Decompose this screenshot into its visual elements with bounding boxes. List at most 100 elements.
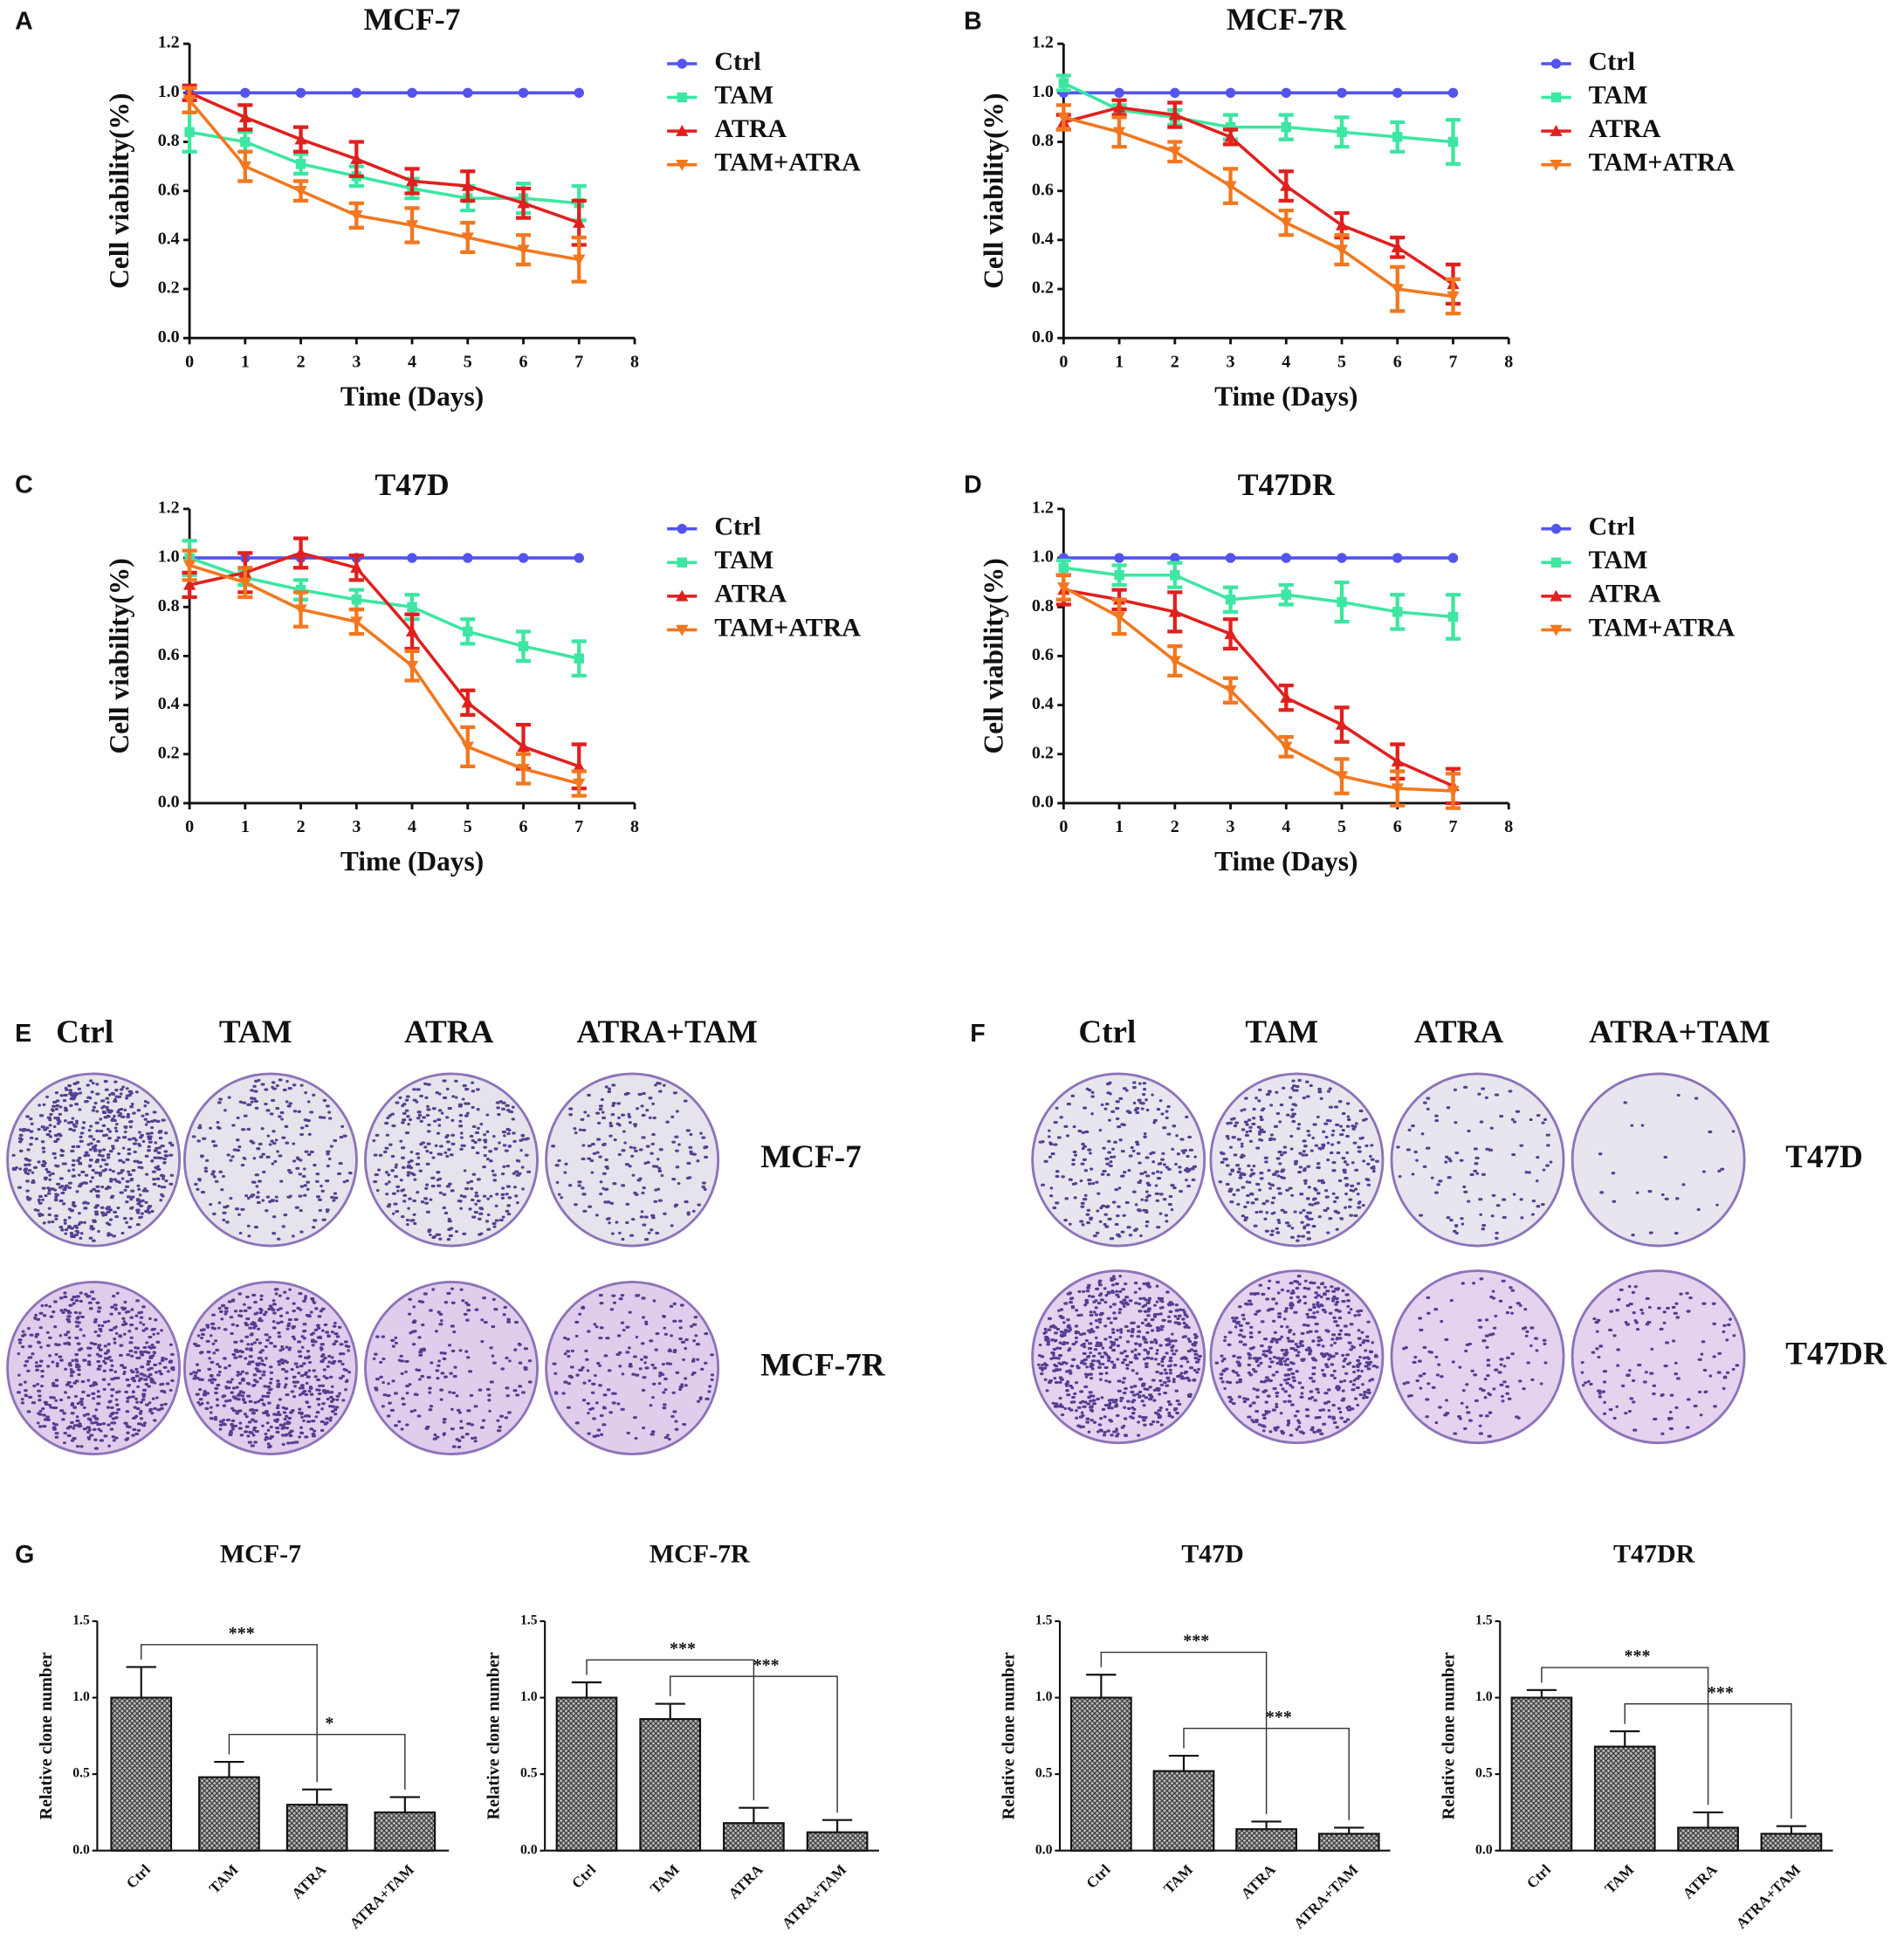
error-bar bbox=[1334, 1826, 1364, 1834]
x-tick-label: ATRA bbox=[288, 1860, 329, 1901]
y-tick-label: 1.2 bbox=[1032, 498, 1054, 517]
plate-row-label: MCF-7 bbox=[760, 1139, 861, 1175]
marker bbox=[1447, 611, 1459, 622]
error-bar bbox=[739, 1806, 769, 1824]
marker bbox=[1335, 244, 1349, 257]
marker bbox=[1280, 179, 1293, 191]
plate-row-label: T47DR bbox=[1785, 1337, 1887, 1372]
x-tick-label: ATRA bbox=[1238, 1860, 1279, 1901]
colonies bbox=[16, 1290, 175, 1450]
marker bbox=[1281, 87, 1291, 99]
legend-label: TAM bbox=[714, 80, 773, 109]
bar bbox=[110, 1696, 173, 1852]
y-tick-label: 1.0 bbox=[1475, 1689, 1493, 1704]
marker bbox=[238, 161, 251, 173]
marker bbox=[518, 553, 529, 563]
x-tick-label: ATRA+TAM bbox=[1290, 1861, 1361, 1932]
x-tick-label: 3 bbox=[352, 352, 361, 371]
y-tick-label: 0.2 bbox=[158, 279, 180, 298]
legend-marker bbox=[1550, 58, 1562, 69]
marker bbox=[1224, 181, 1237, 193]
series-line bbox=[1062, 115, 1454, 299]
marker bbox=[1392, 87, 1403, 99]
x-tick-label: TAM bbox=[647, 1861, 683, 1897]
y-tick-label: 0.8 bbox=[1032, 131, 1054, 150]
plate-column-label: ATRA+TAM bbox=[576, 1014, 757, 1050]
y-tick-label: 0.8 bbox=[158, 596, 180, 615]
y-axis-label: Cell viability(%) bbox=[978, 558, 1008, 753]
plate-column-label: Ctrl bbox=[56, 1014, 113, 1050]
y-tick-label: 1.2 bbox=[158, 498, 180, 517]
marker bbox=[405, 660, 419, 672]
x-tick-label: 8 bbox=[630, 817, 639, 836]
significance-bracket bbox=[141, 1644, 318, 1783]
x-tick-label: 5 bbox=[464, 352, 472, 371]
colonies bbox=[1218, 1078, 1379, 1242]
marker bbox=[294, 185, 307, 197]
x-tick-label: 2 bbox=[1171, 817, 1179, 836]
y-axis-label: Cell viability(%) bbox=[104, 558, 134, 753]
significance-label: *** bbox=[229, 1624, 255, 1643]
error-bar bbox=[1776, 1825, 1807, 1834]
marker bbox=[1170, 87, 1180, 99]
marker bbox=[1392, 553, 1403, 563]
bar bbox=[198, 1776, 260, 1852]
series-line bbox=[189, 551, 580, 768]
x-tick-label: 1 bbox=[1115, 817, 1124, 836]
chart-title: T47D bbox=[375, 467, 449, 502]
chart-title: MCF-7 bbox=[364, 2, 461, 37]
marker bbox=[351, 87, 362, 99]
marker bbox=[1058, 78, 1069, 88]
marker bbox=[182, 560, 196, 572]
bar bbox=[285, 1804, 348, 1852]
significance-label: *** bbox=[1183, 1632, 1209, 1651]
colonies bbox=[1037, 1275, 1203, 1438]
y-tick-label: 0.5 bbox=[1035, 1766, 1053, 1781]
marker bbox=[1224, 130, 1237, 142]
marker bbox=[407, 87, 417, 99]
chart-title: MCF-7 bbox=[220, 1540, 301, 1569]
marker bbox=[350, 561, 363, 574]
y-tick-label: 0.4 bbox=[158, 694, 180, 713]
bar bbox=[639, 1717, 702, 1852]
marker bbox=[573, 778, 586, 790]
marker bbox=[294, 133, 307, 145]
legend-label: TAM+ATRA bbox=[714, 613, 861, 642]
error-bar bbox=[302, 1788, 333, 1805]
legend-label: ATRA bbox=[714, 580, 787, 609]
x-tick-label: 6 bbox=[1393, 817, 1402, 836]
y-axis-label: Cell viability(%) bbox=[104, 93, 134, 289]
marker bbox=[1337, 127, 1347, 137]
y-tick-label: 1.5 bbox=[72, 1613, 90, 1628]
legend-marker bbox=[677, 92, 687, 103]
legend-marker bbox=[676, 589, 689, 602]
error-bar bbox=[389, 1796, 420, 1812]
marker bbox=[461, 232, 474, 244]
x-tick-label: 7 bbox=[574, 352, 583, 371]
marker bbox=[405, 175, 419, 187]
error-bar bbox=[571, 1681, 602, 1698]
y-tick-label: 0.0 bbox=[1032, 793, 1054, 812]
legend-label: Ctrl bbox=[714, 512, 760, 541]
x-tick-label: Ctrl bbox=[1523, 1861, 1554, 1892]
x-tick-label: 4 bbox=[408, 352, 416, 371]
colonies bbox=[1214, 1275, 1379, 1437]
marker bbox=[1392, 607, 1403, 617]
bar bbox=[1760, 1833, 1823, 1852]
y-tick-label: 0.5 bbox=[1475, 1766, 1493, 1781]
legend-label: TAM bbox=[714, 546, 773, 574]
chart-title: T47D bbox=[1181, 1540, 1244, 1569]
significance-label: *** bbox=[753, 1655, 780, 1674]
y-tick-label: 0.6 bbox=[158, 180, 180, 199]
x-tick-label: 0 bbox=[1059, 817, 1068, 836]
marker bbox=[1225, 121, 1236, 133]
y-tick-label: 0.0 bbox=[72, 1842, 90, 1857]
legend-marker bbox=[1550, 159, 1563, 171]
marker bbox=[461, 741, 474, 753]
marker bbox=[574, 87, 584, 99]
marker bbox=[1114, 87, 1124, 99]
significance-label: *** bbox=[670, 1639, 696, 1658]
y-axis-label: Relative clone number bbox=[37, 1652, 56, 1819]
y-tick-label: 1.2 bbox=[158, 33, 180, 52]
chart-title: T47DR bbox=[1613, 1540, 1695, 1569]
